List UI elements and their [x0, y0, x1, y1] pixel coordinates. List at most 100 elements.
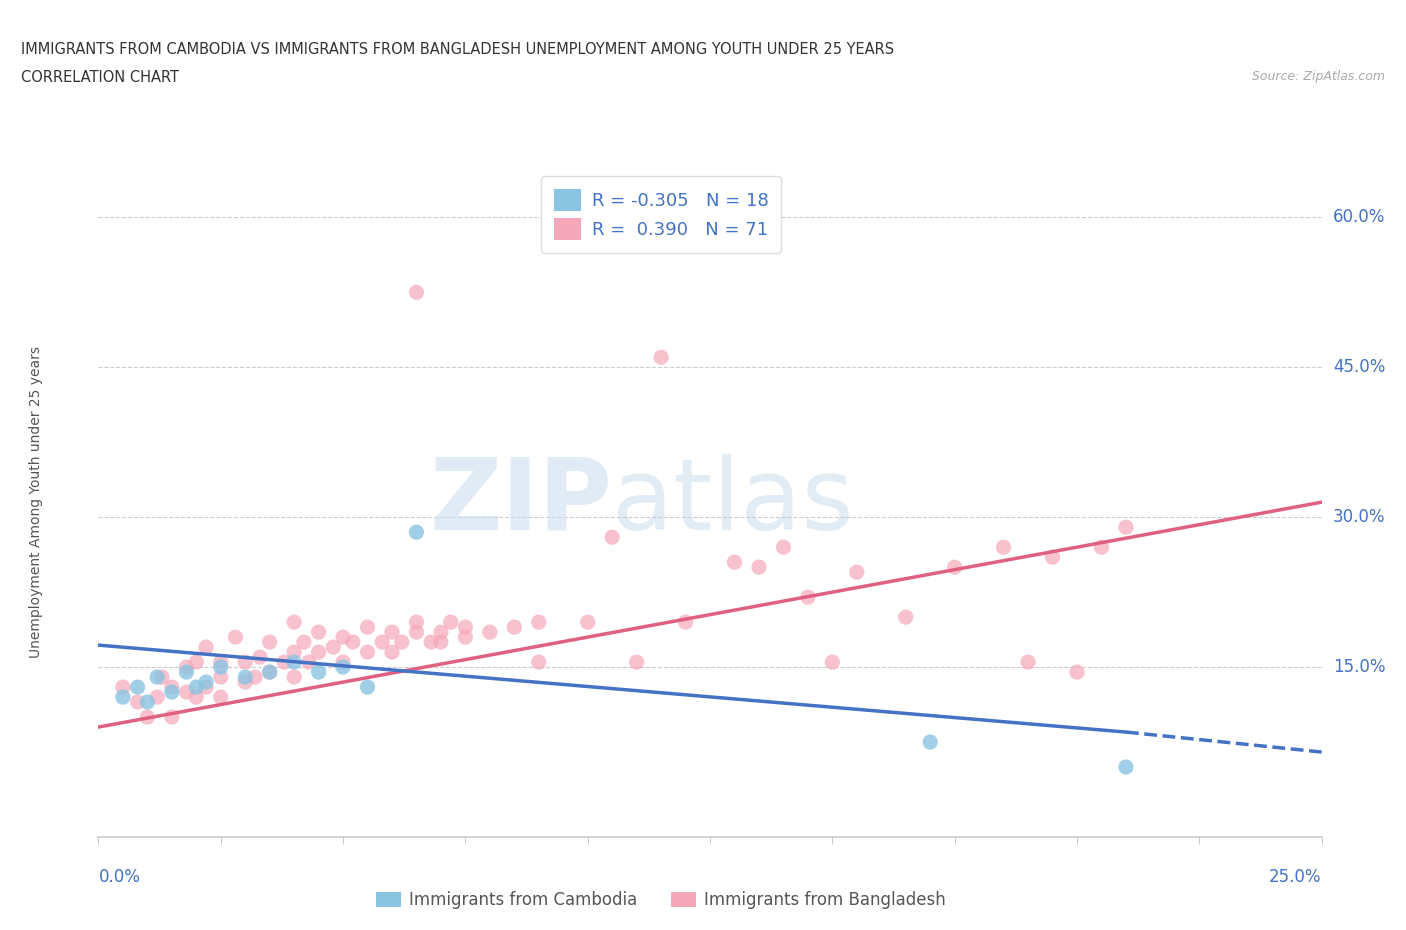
Point: [650, 350, 672, 365]
Point: [243, 670, 266, 684]
Point: [322, 640, 344, 655]
Point: [209, 670, 232, 684]
Point: [430, 625, 453, 640]
Point: [576, 615, 599, 630]
Text: ZIP: ZIP: [429, 454, 612, 551]
Point: [136, 710, 159, 724]
Point: [527, 655, 550, 670]
Point: [405, 525, 427, 539]
Point: [1090, 539, 1112, 554]
Legend: Immigrants from Cambodia, Immigrants from Bangladesh: Immigrants from Cambodia, Immigrants fro…: [370, 884, 953, 916]
Point: [308, 644, 330, 659]
Point: [478, 625, 501, 640]
Point: [224, 630, 246, 644]
Point: [1115, 520, 1137, 535]
Point: [259, 665, 281, 680]
Point: [186, 690, 208, 705]
Point: [160, 680, 183, 695]
Point: [176, 684, 198, 699]
Point: [440, 615, 463, 630]
Point: [233, 655, 256, 670]
Point: [821, 655, 844, 670]
Point: [503, 619, 526, 634]
Point: [675, 615, 697, 630]
Point: [292, 634, 315, 649]
Point: [111, 690, 134, 705]
Point: [391, 634, 413, 649]
Point: [111, 680, 134, 695]
Point: [430, 634, 453, 649]
Text: CORRELATION CHART: CORRELATION CHART: [21, 70, 179, 85]
Point: [233, 674, 256, 689]
Text: IMMIGRANTS FROM CAMBODIA VS IMMIGRANTS FROM BANGLADESH UNEMPLOYMENT AMONG YOUTH : IMMIGRANTS FROM CAMBODIA VS IMMIGRANTS F…: [21, 42, 894, 57]
Point: [209, 690, 232, 705]
Point: [273, 655, 295, 670]
Point: [186, 680, 208, 695]
Point: [748, 560, 770, 575]
Text: 0.0%: 0.0%: [98, 868, 141, 885]
Point: [160, 710, 183, 724]
Point: [186, 655, 208, 670]
Point: [298, 655, 321, 670]
Point: [332, 630, 354, 644]
Text: atlas: atlas: [612, 454, 853, 551]
Text: Unemployment Among Youth under 25 years: Unemployment Among Youth under 25 years: [30, 346, 44, 658]
Point: [259, 665, 281, 680]
Point: [454, 619, 477, 634]
Point: [342, 634, 364, 649]
Point: [405, 625, 427, 640]
Point: [845, 565, 868, 579]
Point: [420, 634, 443, 649]
Point: [1066, 665, 1088, 680]
Point: [772, 539, 794, 554]
Point: [146, 670, 169, 684]
Point: [920, 735, 942, 750]
Point: [209, 655, 232, 670]
Point: [993, 539, 1015, 554]
Point: [233, 670, 256, 684]
Point: [127, 695, 149, 710]
Point: [405, 285, 427, 299]
Point: [600, 530, 623, 545]
Point: [146, 690, 169, 705]
Point: [160, 684, 183, 699]
Point: [283, 644, 305, 659]
Point: [195, 680, 218, 695]
Point: [454, 630, 477, 644]
Point: [356, 644, 378, 659]
Point: [308, 625, 330, 640]
Point: [332, 659, 354, 674]
Point: [259, 634, 281, 649]
Point: [283, 670, 305, 684]
Point: [209, 659, 232, 674]
Point: [1042, 550, 1064, 565]
Point: [195, 640, 218, 655]
Text: 30.0%: 30.0%: [1333, 508, 1385, 526]
Point: [195, 674, 218, 689]
Point: [723, 554, 745, 569]
Point: [249, 650, 271, 665]
Text: Source: ZipAtlas.com: Source: ZipAtlas.com: [1251, 70, 1385, 83]
Point: [283, 655, 305, 670]
Point: [894, 610, 917, 625]
Point: [371, 634, 394, 649]
Point: [332, 655, 354, 670]
Point: [381, 625, 404, 640]
Point: [356, 680, 378, 695]
Point: [127, 680, 149, 695]
Text: 15.0%: 15.0%: [1333, 658, 1385, 676]
Point: [943, 560, 966, 575]
Text: 60.0%: 60.0%: [1333, 208, 1385, 226]
Point: [797, 590, 820, 604]
Point: [150, 670, 173, 684]
Point: [136, 695, 159, 710]
Point: [1115, 760, 1137, 775]
Point: [308, 665, 330, 680]
Point: [176, 659, 198, 674]
Point: [626, 655, 648, 670]
Point: [381, 644, 404, 659]
Text: 45.0%: 45.0%: [1333, 358, 1385, 377]
Text: 25.0%: 25.0%: [1270, 868, 1322, 885]
Point: [176, 665, 198, 680]
Point: [1017, 655, 1039, 670]
